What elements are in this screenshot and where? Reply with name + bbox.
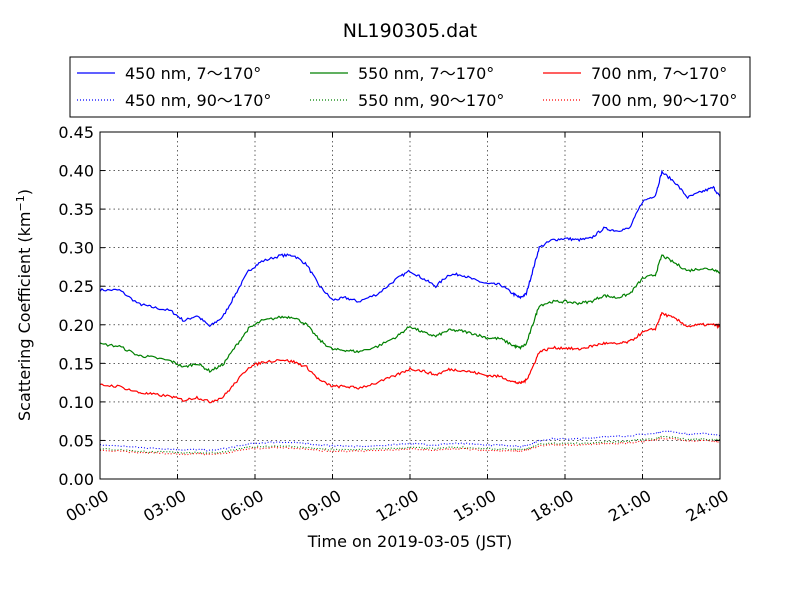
series-line-4 <box>99 435 721 454</box>
x-tick-label: 24:00 <box>683 486 732 526</box>
y-axis-label-main: Scattering Coefficient (km <box>15 211 34 421</box>
x-tick-label: 03:00 <box>140 486 189 526</box>
x-tick-label: 06:00 <box>218 486 267 526</box>
y-axis-ticks: 0.00 0.05 0.10 0.15 0.20 0.25 0.30 0.35 0.40 0.45 <box>58 123 720 489</box>
y-axis-label-close: ) <box>15 189 34 195</box>
y-tick-label: 0.05 <box>58 431 94 450</box>
y-tick-label: 0.35 <box>58 200 94 219</box>
y-tick-label: 0.45 <box>58 123 94 142</box>
x-tick-label: 00:00 <box>63 486 112 526</box>
series-line-5 <box>99 311 721 404</box>
y-tick-label: 0.40 <box>58 162 94 181</box>
legend-label: 550 nm, 7～170° <box>358 64 494 83</box>
legend-label: 450 nm, 7～170° <box>125 64 261 83</box>
y-tick-label: 0.20 <box>58 316 94 335</box>
y-tick-label: 0.25 <box>58 277 94 296</box>
chart-title: NL190305.dat <box>343 20 478 42</box>
x-tick-label: 09:00 <box>295 486 344 526</box>
grid-lines <box>100 132 720 479</box>
legend: 450 nm, 7～170° 450 nm, 90～170° 550 nm, 7～1… <box>69 56 751 118</box>
x-axis-ticks: 00:00 03:00 06:00 09:00 12:00 15:00 18:00 21:00… <box>63 132 732 526</box>
legend-label: 700 nm, 7～170° <box>591 64 727 83</box>
x-tick-label: 15:00 <box>450 486 499 526</box>
x-tick-label: 18:00 <box>528 486 577 526</box>
series-line-1 <box>99 169 721 328</box>
legend-label: 450 nm, 90～170° <box>125 91 271 110</box>
series-line-3 <box>99 254 721 374</box>
plot-area <box>99 169 721 456</box>
y-axis-label: Scattering Coefficient (km−1) <box>14 189 34 421</box>
legend-label: 700 nm, 90～170° <box>591 91 737 110</box>
legend-box <box>69 56 751 118</box>
plot-frame <box>99 131 721 480</box>
legend-label: 550 nm, 90～170° <box>358 91 504 110</box>
y-tick-label: 0.15 <box>58 354 94 373</box>
y-tick-label: 0.10 <box>58 393 94 412</box>
x-axis-label: Time on 2019-03-05 (JST) <box>307 532 512 551</box>
y-axis-label-superscript: −1 <box>14 195 27 211</box>
y-tick-label: 0.30 <box>58 239 94 258</box>
x-tick-label: 21:00 <box>605 486 654 526</box>
y-tick-label: 0.00 <box>58 470 94 489</box>
x-tick-label: 12:00 <box>373 486 422 526</box>
